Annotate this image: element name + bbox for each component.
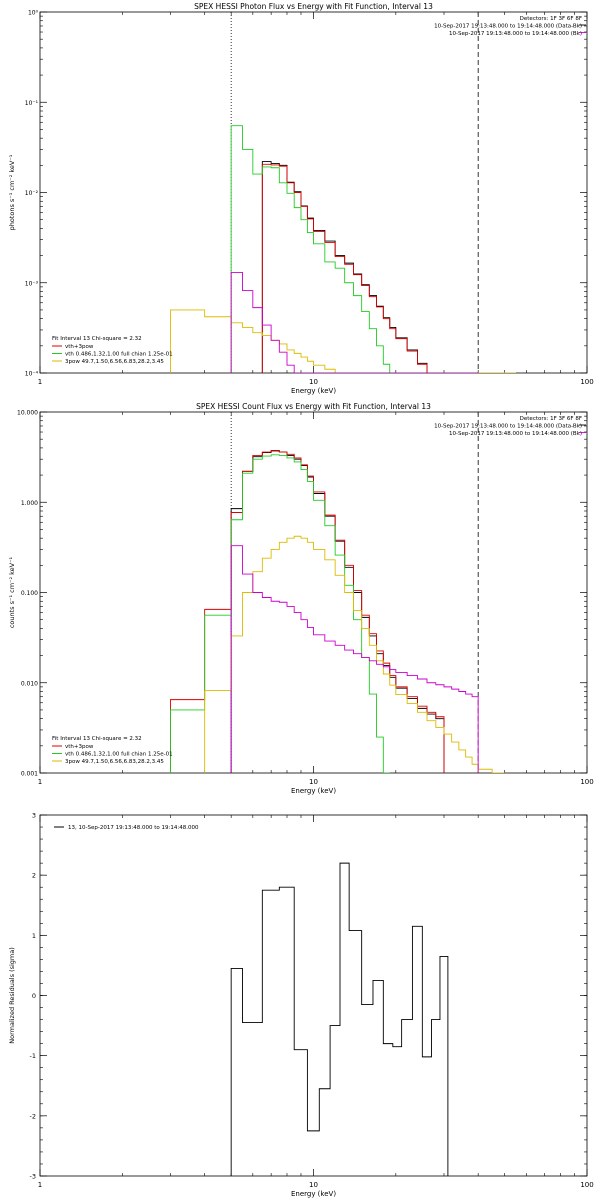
series-line-4 — [230, 272, 479, 373]
series-group — [170, 449, 505, 773]
count-flux-panel: SPEX HESSI Count Flux vs Energy with Fit… — [8, 402, 594, 795]
header-line: 10-Sep-2017 19:13:48.000 to 19:14:48.000… — [449, 31, 582, 37]
header-line: 10-Sep-2017 19:13:48.000 to 19:14:48.000… — [434, 24, 582, 30]
y-tick-label: 10⁻² — [25, 190, 39, 197]
x-tick-label: 1 — [38, 378, 42, 386]
series-line-0 — [261, 161, 505, 373]
y-tick-label: 0 — [32, 992, 36, 1000]
photon-flux-panel: SPEX HESSI Photon Flux vs Energy with Fi… — [8, 2, 594, 395]
x-axis-label: Energy (keV) — [291, 787, 336, 795]
y-tick-label: 3 — [32, 812, 36, 820]
y-tick-label: 1 — [32, 932, 36, 940]
series-line-0 — [230, 450, 445, 773]
y-axis-label: Normalized Residuals (sigma) — [8, 947, 16, 1044]
chart-title: SPEX HESSI Count Flux vs Energy with Fit… — [196, 402, 431, 411]
y-axis-label: photons s⁻¹ cm⁻² keV⁻¹ — [8, 154, 16, 230]
y-tick-label: -2 — [30, 1112, 36, 1120]
chart-title: SPEX HESSI Photon Flux vs Energy with Fi… — [194, 2, 433, 11]
x-tick-label: 10 — [309, 778, 318, 786]
series-line-3 — [170, 309, 516, 373]
series-line-3 — [204, 535, 505, 773]
plot-frame — [39, 11, 588, 374]
series-group — [170, 125, 516, 373]
x-tick-label: 10 — [309, 1181, 318, 1189]
y-tick-label: 10⁻³ — [25, 280, 39, 287]
series-group — [230, 862, 449, 1176]
legend-title: Fit Interval 13 Chi-square = 2.32 — [52, 336, 142, 342]
legend-entry: 3pow 49.7,1.50,6.56,6.83,28.2,3.45 — [65, 359, 164, 365]
x-tick-label: 100 — [580, 378, 593, 386]
series-line-2 — [170, 454, 390, 773]
x-tick-label: 100 — [580, 1181, 593, 1189]
y-tick-label: 0.100 — [21, 590, 38, 597]
legend-entry: vth 0.486,1.32,1.00 full chian 1.25e-01 — [65, 352, 173, 358]
x-tick-label: 10 — [309, 378, 318, 386]
plot-frame — [39, 814, 588, 1177]
y-tick-label: 2 — [32, 872, 36, 880]
x-tick-label: 100 — [580, 778, 593, 786]
x-tick-label: 1 — [38, 778, 42, 786]
legend-entry: vth 0.486,1.32,1.00 full chian 1.25e-01 — [65, 752, 173, 758]
plot-frame — [39, 411, 588, 774]
series-line-1 — [170, 449, 445, 773]
series-line-2 — [230, 125, 452, 373]
y-tick-label: 10.000 — [17, 410, 38, 417]
legend-title: Fit Interval 13 Chi-square = 2.32 — [52, 736, 142, 742]
series-line-1 — [261, 163, 505, 373]
legend-entry: 13, 10-Sep-2017 19:13:48.000 to 19:14:48… — [68, 825, 199, 831]
residuals-panel: 1 10 100 Energy (keV) -3 -2 -1 0 1 2 3 Normalized R… — [8, 812, 594, 1199]
y-tick-label: -3 — [30, 1173, 36, 1181]
header-line: Detectors: 1F 3F 6F 8F — [520, 416, 582, 422]
y-tick-label: -1 — [30, 1052, 36, 1060]
y-axis-label: counts s⁻¹ cm⁻² keV⁻¹ — [8, 556, 16, 628]
series-line-0 — [230, 862, 449, 1176]
series-line-4 — [230, 545, 479, 773]
header-line: Detectors: 1F 3F 6F 8F — [520, 16, 582, 22]
header-line: 10-Sep-2017 19:13:48.000 to 19:14:48.000… — [434, 424, 582, 430]
y-tick-label: 0.010 — [21, 680, 38, 687]
y-tick-label: 10⁻¹ — [25, 100, 39, 107]
x-axis-label: Energy (keV) — [291, 387, 336, 395]
legend-entry: 3pow 49.7,1.50,6.56,6.83,28.2,3.45 — [65, 759, 164, 765]
x-tick-label: 1 — [38, 1181, 42, 1189]
y-tick-label: 10⁻⁴ — [25, 371, 39, 378]
legend-entry: vth+3pow — [65, 344, 94, 350]
x-axis-label: Energy (keV) — [291, 1190, 336, 1198]
legend-entry: vth+3pow — [65, 744, 94, 750]
y-tick-label: 1.000 — [21, 500, 38, 507]
y-tick-label: 0.001 — [21, 771, 38, 778]
header-line: 10-Sep-2017 19:13:48.000 to 19:14:48.000… — [449, 431, 582, 437]
y-tick-label: 10⁰ — [28, 10, 39, 17]
